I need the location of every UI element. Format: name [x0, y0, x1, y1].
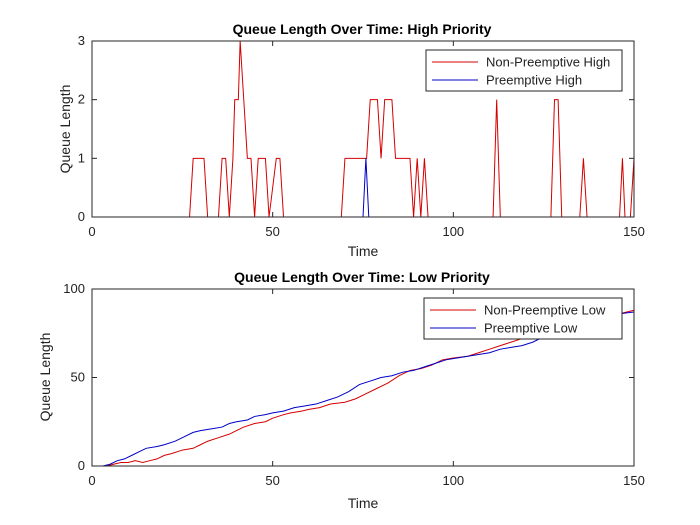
high-ytick-label-1: 1 — [78, 150, 85, 165]
high-ytick-label-2: 2 — [78, 92, 85, 107]
low-ytick-label-50: 50 — [71, 370, 85, 385]
low-xtick-label-150: 150 — [623, 473, 645, 488]
high-xtick-label-0: 0 — [88, 224, 95, 239]
high-legend-label-preemptive: Preemptive High — [486, 73, 582, 88]
high-x-axis-label: Time — [348, 243, 379, 259]
low-legend-label-preemptive: Preemptive Low — [484, 321, 578, 336]
low-ytick-label-0: 0 — [78, 458, 85, 473]
high-chart-title: Queue Length Over Time: High Priority — [233, 21, 492, 37]
low-xtick-label-0: 0 — [88, 473, 95, 488]
low-legend: Non-Preemptive Low Preemptive Low — [423, 297, 623, 340]
high-xtick-label-150: 150 — [623, 224, 645, 239]
low-xtick-label-100: 100 — [442, 473, 464, 488]
low-chart-title: Queue Length Over Time: Low Priority — [234, 269, 490, 285]
high-ticks-group — [91, 40, 635, 218]
high-ytick-label-3: 3 — [78, 33, 85, 48]
low-xtick-label-50: 50 — [265, 473, 279, 488]
high-y-axis-label: Queue Length — [57, 85, 73, 174]
high-ytick-label-0: 0 — [78, 209, 85, 224]
low-priority-panel: Queue Length Over Time: Low Priority 0 5… — [37, 269, 645, 511]
low-series-line-preemptive — [92, 311, 635, 467]
high-series-line-non-preemptive — [92, 40, 635, 218]
low-y-axis-label: Queue Length — [37, 333, 53, 422]
high-legend-label-non-preemptive: Non-Preemptive High — [486, 55, 610, 70]
low-legend-label-non-preemptive: Non-Preemptive Low — [484, 303, 606, 318]
low-ytick-label-100: 100 — [63, 281, 85, 296]
high-xtick-label-50: 50 — [265, 224, 279, 239]
high-axes-box — [91, 40, 635, 218]
high-priority-panel: Queue Length Over Time: High Priority 0 … — [57, 21, 645, 259]
high-legend: Non-Preemptive High Preemptive High — [425, 49, 623, 92]
low-ticks-group — [91, 288, 635, 467]
low-legend-box — [423, 297, 623, 340]
low-x-axis-label: Time — [348, 495, 379, 511]
high-legend-box — [425, 49, 623, 92]
high-xtick-label-100: 100 — [442, 224, 464, 239]
